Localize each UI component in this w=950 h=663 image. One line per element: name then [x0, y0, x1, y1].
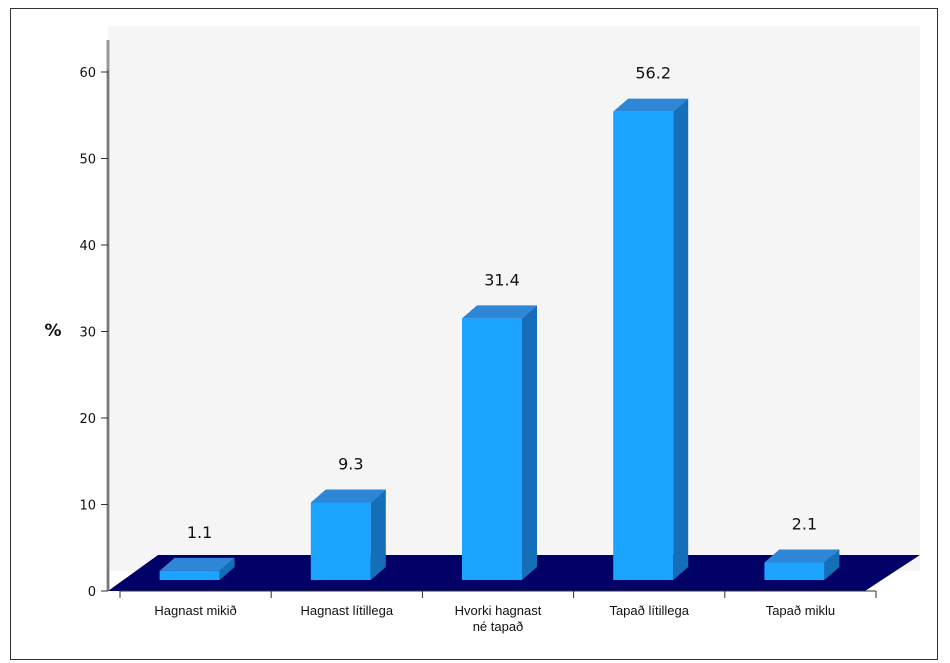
y-tick-label: 20	[79, 412, 96, 427]
bar	[159, 557, 235, 580]
bar-front	[462, 318, 522, 580]
y-tick-label: 60	[79, 66, 96, 81]
y-tick-label: 0	[88, 585, 96, 600]
value-labels: 1.1 9.3 31.4 56.2 2.1	[187, 64, 817, 542]
x-tick-label: Tapað lítillega	[609, 603, 689, 618]
y-tick-label: 40	[79, 239, 96, 254]
y-axis: 0 10 20 30 40 50 60	[79, 66, 109, 600]
x-tick-label-line: Hagnast mikið	[154, 603, 236, 618]
x-tick-label: Hagnast lítillega	[301, 603, 394, 618]
value-label: 56.2	[635, 64, 671, 83]
bar-front	[613, 111, 674, 581]
x-tick-label-line: né tapað	[473, 619, 524, 634]
value-label: 2.1	[792, 515, 817, 534]
x-tick-label: Tapað miklu	[766, 603, 835, 618]
bar	[462, 305, 537, 580]
bar-side	[370, 489, 386, 580]
value-label: 9.3	[338, 455, 363, 474]
bar-side	[824, 549, 840, 580]
bar-front	[764, 562, 825, 580]
bar-top	[462, 305, 537, 319]
bar-top	[764, 549, 840, 563]
x-tick-label: Hagnast mikið	[154, 603, 236, 618]
y-axis-label: %	[44, 321, 61, 341]
bar-top	[310, 489, 386, 503]
bar	[764, 549, 840, 580]
x-tick-label: Hvorki hagnast né tapað	[455, 603, 542, 634]
x-tick-label-line: Hvorki hagnast	[455, 603, 542, 618]
x-tick-label-line: Tapað lítillega	[609, 603, 689, 618]
bar	[613, 98, 689, 581]
bar	[310, 489, 386, 580]
value-label: 31.4	[484, 270, 520, 289]
y-tick-label: 10	[79, 499, 96, 514]
bar-side	[522, 305, 537, 580]
y-tick-label: 50	[79, 153, 96, 168]
y-tick-label: 30	[79, 326, 96, 341]
x-axis: Hagnast mikið Hagnast lítillega Hvorki hag…	[119, 590, 877, 634]
bar-front	[159, 570, 220, 580]
bar-top	[159, 557, 235, 571]
bar-front	[310, 502, 371, 580]
bar-side	[219, 557, 235, 580]
x-tick-label-line: Tapað miklu	[766, 603, 835, 618]
value-label: 1.1	[187, 523, 212, 542]
x-tick-label-line: Hagnast lítillega	[301, 603, 394, 618]
bar-side	[673, 98, 689, 581]
bar-top	[613, 98, 689, 112]
bars	[159, 98, 840, 581]
